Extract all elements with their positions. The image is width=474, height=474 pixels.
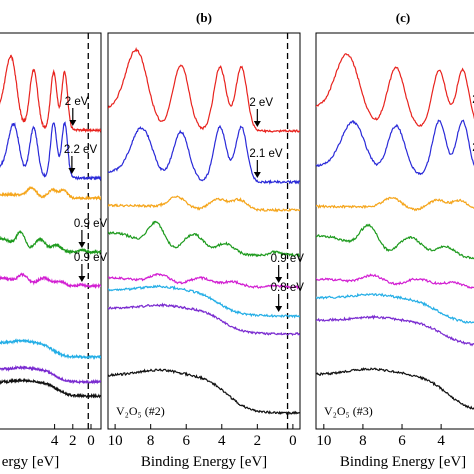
x-tick-label: 10	[108, 433, 123, 449]
x-tick-label: 2	[69, 433, 77, 449]
panel-b: 10 8 6 4 2 0 Binding Energy [eV] (b) V₂O₅ (#2) 2 …	[107, 10, 305, 470]
spectrum-curve	[316, 314, 474, 347]
x-tick-label: 8	[147, 433, 155, 449]
x-tick-label: 0	[87, 433, 95, 449]
gap-label: 2.2 eV	[64, 144, 98, 156]
spectrum-curve	[0, 364, 101, 385]
x-tick-label: 4	[437, 433, 445, 449]
spectrum-curve	[316, 196, 474, 212]
x-tick-label: 2	[254, 433, 262, 449]
plot-frame	[315, 32, 474, 430]
gap-label: 2	[472, 94, 474, 106]
gap-arrowhead	[78, 242, 86, 248]
spectrum-curve	[108, 124, 300, 185]
gap-arrowhead	[68, 168, 76, 174]
plot-frame	[0, 32, 102, 430]
spectra	[316, 53, 474, 410]
spectrum-curve	[108, 302, 300, 336]
spectrum-curve	[108, 47, 300, 134]
sample-label: V₂O₅ (#3)	[324, 404, 373, 418]
gap-arrowhead	[253, 121, 261, 127]
panel-c: 108642Binding Energy [eV](c)V₂O₅ (#3)220…	[315, 10, 474, 470]
spectrum-curve	[0, 272, 101, 289]
spectrum-curve	[108, 195, 300, 213]
gap-label: 0.9 eV	[74, 252, 108, 264]
sample-label: V₂O₅ (#2)	[116, 404, 165, 418]
spectrum-curve	[108, 284, 300, 319]
spectra	[108, 47, 300, 416]
spectrum-curve	[316, 292, 474, 324]
spectrum-curve	[316, 273, 474, 290]
gap-label: 2.1 eV	[249, 148, 283, 160]
spectrum-curve	[108, 273, 300, 290]
panel-label: (c)	[396, 10, 410, 25]
spectra	[0, 54, 101, 399]
panel-a: 4 2 0 ergy [eV] 2 eV 2.2 eV 0.9 eV 0.9 eV	[0, 32, 108, 470]
x-tick-label: 4	[218, 433, 226, 449]
x-axis-title: ergy [eV]	[2, 454, 60, 470]
spectrum-curve	[0, 230, 101, 256]
gap-arrowhead	[253, 172, 261, 178]
gap-arrowhead	[275, 306, 283, 312]
spectrum-curve	[316, 53, 474, 127]
plot-frame	[107, 32, 301, 430]
gap-label: 0.9 eV	[271, 253, 305, 265]
gap-arrowhead	[275, 277, 283, 283]
spectrum-curve	[0, 377, 101, 399]
panel-label: (b)	[196, 10, 212, 25]
x-tick-label: 6	[182, 433, 190, 449]
gap-label: 2 eV	[65, 96, 89, 108]
spectrum-curve	[0, 121, 101, 182]
spectrum-curve	[0, 338, 101, 360]
gap-label: 2	[472, 142, 474, 154]
spectrum-curve	[108, 220, 300, 258]
spectrum-curve	[0, 54, 101, 134]
spectrum-curve	[316, 223, 474, 260]
gap-label: 2 eV	[249, 97, 273, 109]
spectrum-curve	[0, 185, 101, 201]
x-tick-label: 6	[398, 433, 406, 449]
gap-label: 0.8 eV	[271, 282, 305, 294]
x-axis-title: Binding Energy [eV]	[141, 454, 267, 470]
x-tick-label: 4	[51, 433, 59, 449]
x-tick-label: 10	[316, 433, 331, 449]
gap-arrowhead	[69, 120, 77, 126]
spectrum-curve	[316, 119, 474, 176]
spectrum-curve	[108, 368, 300, 416]
gap-label: 0.9 eV	[74, 218, 108, 230]
x-tick-label: 8	[359, 433, 367, 449]
gap-arrowhead	[78, 276, 86, 282]
x-axis-title: Binding Energy [eV]	[340, 454, 466, 470]
spectrum-curve	[316, 367, 474, 410]
x-tick-label: 0	[289, 433, 297, 449]
